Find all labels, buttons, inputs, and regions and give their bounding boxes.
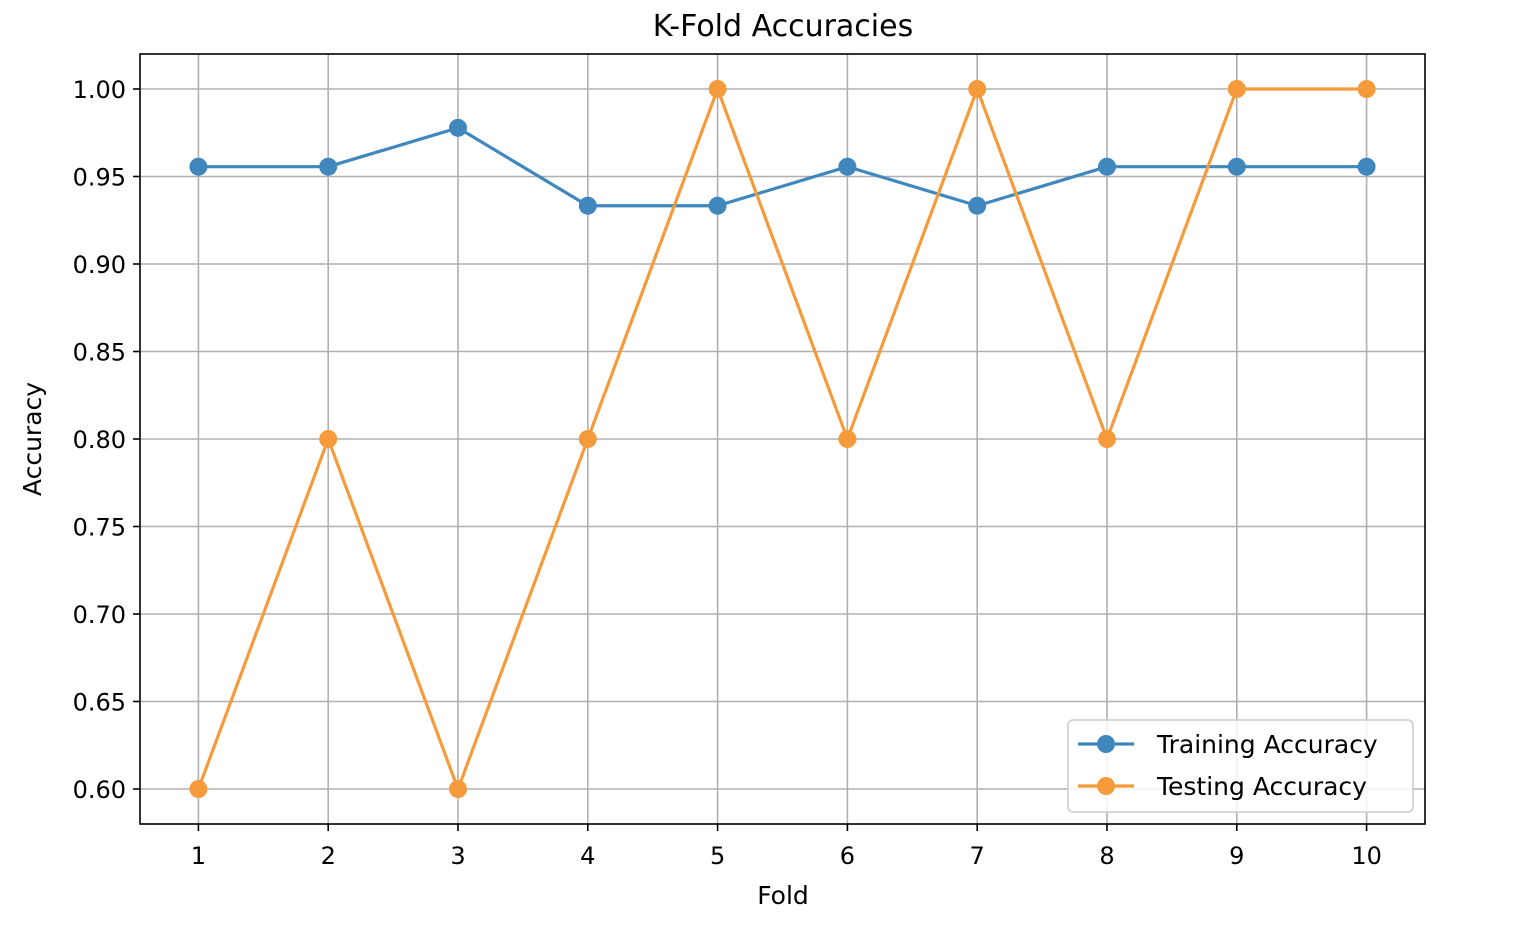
x-tick-label: 7 [970,842,985,870]
y-tick-label: 0.80 [73,426,126,454]
legend-label-testing-accuracy: Testing Accuracy [1156,772,1367,801]
testing-accuracy-point [1097,430,1116,448]
y-axis-label: Accuracy [18,382,47,496]
y-tick-label: 0.70 [73,601,126,629]
x-tick-label: 10 [1351,842,1382,870]
training-accuracy-point [708,196,727,215]
x-axis-label: Fold [757,881,809,910]
testing-accuracy-line [196,87,1367,791]
x-tick-label: 4 [580,842,595,870]
x-tick-label: 2 [321,842,336,870]
training-accuracy-point [1097,157,1116,176]
training-accuracy-point [578,196,597,215]
chart-title: K-Fold Accuracies [653,9,913,44]
training-accuracy-point [968,196,987,215]
y-tick-label: 0.95 [73,164,126,192]
testing-accuracy-point [968,80,987,98]
legend-label-training-accuracy: Training Accuracy [1156,730,1378,759]
training-accuracy-point [319,157,338,176]
testing-accuracy-point [189,780,208,798]
training-accuracy-point [189,157,208,176]
legend-marker-training-accuracy [1097,735,1115,753]
testing-accuracy-point [1227,80,1246,98]
y-tick-label: 0.85 [73,339,126,367]
x-tick-label: 9 [1229,842,1244,870]
legend-marker-testing-accuracy [1097,777,1115,795]
training-accuracy-point [1227,157,1246,176]
training-accuracy-line [198,126,1367,208]
testing-accuracy-point [838,430,857,448]
y-tick-label: 0.75 [73,514,126,542]
x-tick-label: 5 [710,842,725,870]
testing-accuracy-point [319,430,338,448]
x-tick-label: 3 [450,842,465,870]
x-tick-label: 1 [191,842,206,870]
testing-accuracy-point [708,80,727,98]
legend-box [1067,719,1414,813]
series-layer [189,80,1376,798]
y-axis-ticks: 0.60 0.65 0.70 0.75 0.80 0.85 0.90 0.95 1.00 [73,76,140,804]
legend: Training Accuracy Testing Accuracy [1067,719,1414,813]
testing-accuracy-point [578,430,597,448]
x-tick-label: 6 [840,842,855,870]
testing-accuracy-series [189,80,1376,798]
training-accuracy-point [449,118,468,137]
x-tick-label: 8 [1099,842,1114,870]
training-accuracy-point [1357,157,1376,176]
y-tick-label: 0.90 [73,251,126,279]
x-axis-ticks: 1 2 3 4 5 6 7 8 9 10 [191,824,1382,870]
testing-accuracy-point [1357,80,1376,98]
testing-accuracy-point [449,780,468,798]
y-tick-label: 0.65 [73,689,126,717]
y-tick-label: 0.60 [73,776,126,804]
training-accuracy-point [838,157,857,176]
y-tick-label: 1.00 [73,76,126,104]
training-accuracy-series [189,118,1376,215]
